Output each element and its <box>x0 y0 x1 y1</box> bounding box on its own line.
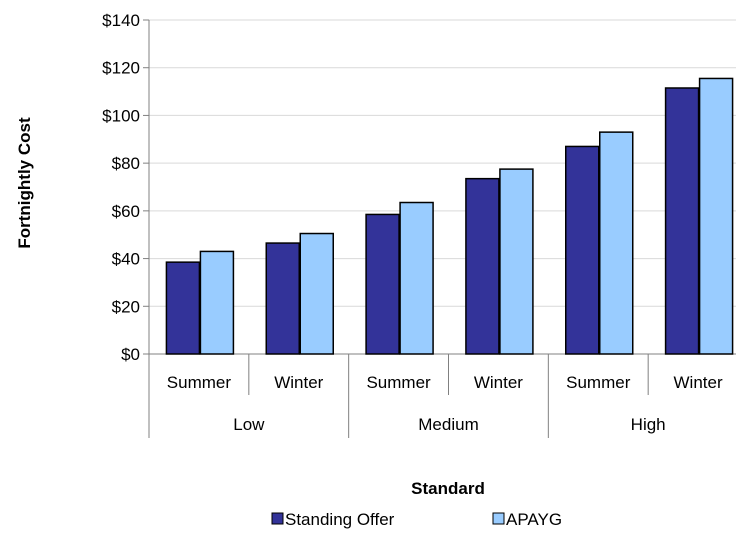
bar-apayg <box>299 232 334 355</box>
gridlines <box>149 19 736 307</box>
bar-apayg <box>599 131 634 355</box>
bar-standing-offer <box>365 213 400 355</box>
y-tick-label: $120 <box>102 59 140 78</box>
legend-label-apayg: APAYG <box>506 510 562 529</box>
bar-standing-offer <box>465 177 500 355</box>
legend-swatch-standing-offer <box>271 512 284 525</box>
x-group-label: Low <box>233 415 265 434</box>
y-tick-label: $80 <box>112 154 140 173</box>
legend-swatch-apaygg <box>492 512 505 525</box>
legend: Standing Offer APAYG <box>271 510 562 529</box>
bar-standing-offer <box>265 242 300 355</box>
y-tick-label: $140 <box>102 11 140 30</box>
x-tick-label: Summer <box>566 373 631 392</box>
x-tick-label: Winter <box>474 373 523 392</box>
bar-apayg <box>698 77 734 355</box>
bar-apayg <box>499 168 534 355</box>
bar-standing-offer <box>664 87 700 355</box>
x-tick-label: Winter <box>274 373 323 392</box>
x-axis-title: Standard <box>411 479 485 498</box>
bar-standing-offer <box>565 145 600 355</box>
y-axis-title: Fortnightly Cost <box>15 117 34 249</box>
bar-apayg <box>399 201 434 355</box>
y-tick-label: $0 <box>121 345 140 364</box>
bars <box>165 77 734 355</box>
y-tick-label: $20 <box>112 297 140 316</box>
axes: $0 $20 $40 $60 $80 $100 $120 $140 <box>102 11 736 364</box>
x-tick-label: Summer <box>167 373 232 392</box>
y-tick-label: $100 <box>102 106 140 125</box>
bar-apayg <box>199 250 235 355</box>
bar-standing-offer <box>165 261 201 355</box>
x-tick-label: Winter <box>674 373 723 392</box>
x-tick-label: Summer <box>366 373 431 392</box>
x-group-label: High <box>631 415 666 434</box>
y-tick-label: $60 <box>112 202 140 221</box>
y-tick-label: $40 <box>112 250 140 269</box>
x-group-label: Medium <box>418 415 478 434</box>
category-axis: Summer Winter Low Summer Winter Medium Summer W… <box>148 354 723 438</box>
legend-label-standing-offer: Standing Offer <box>285 510 395 529</box>
